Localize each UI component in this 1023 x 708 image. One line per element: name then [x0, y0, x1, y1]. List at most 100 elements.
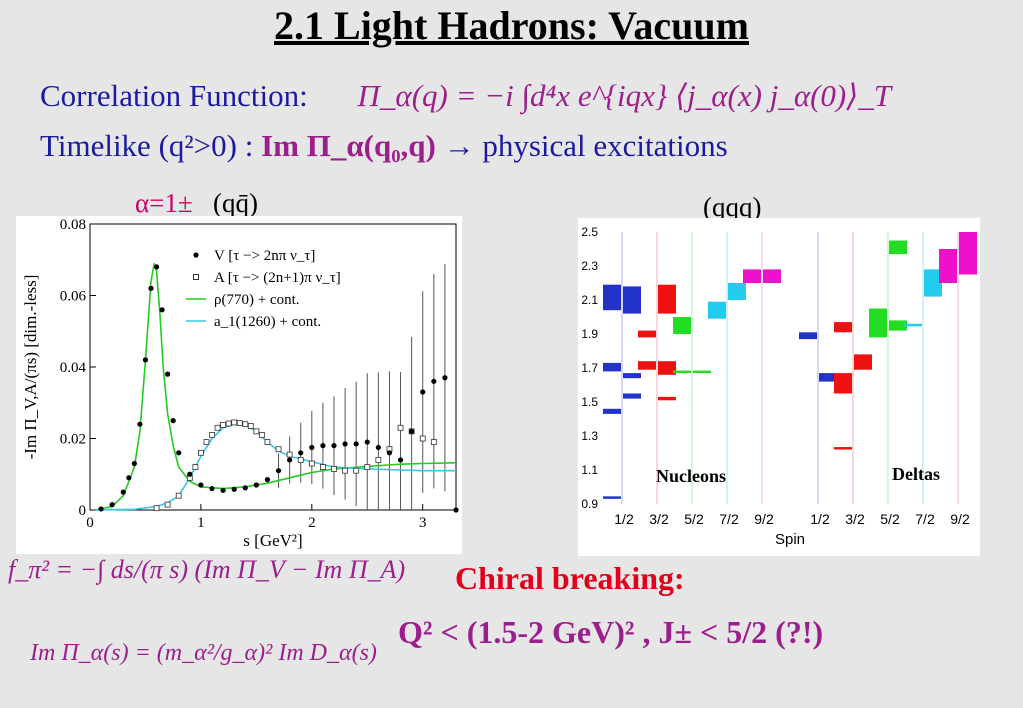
vector-point	[126, 475, 132, 481]
vector-point	[253, 482, 259, 488]
state-box	[939, 249, 957, 270]
y-tick-label: 0.02	[60, 432, 86, 448]
axial-point	[364, 464, 371, 471]
vector-point	[420, 389, 426, 395]
vector-point	[342, 441, 348, 447]
axial-point	[198, 449, 204, 456]
spectral-chart-panel: 0 0.02 0.04 0.06 0.08 0 1 2 3 s [GeV²] -Im Π_V,A/(…	[16, 216, 462, 554]
vector-point	[275, 468, 282, 474]
vector-point	[264, 477, 271, 483]
y-tick-label: 2.5	[581, 225, 598, 239]
y-tick-label: 0.06	[60, 289, 87, 305]
vector-point	[120, 489, 126, 495]
axial-point	[320, 464, 326, 471]
x-tick-label: 5/2	[684, 511, 704, 527]
alpha-value: α=1±	[135, 188, 193, 218]
vector-point	[397, 457, 404, 463]
x-tick-label: 7/2	[915, 511, 935, 527]
baryon-chart: 0.9 1.1 1.3 1.5 1.7 1.9 2.1 2.3 2.5 1/2 3/2 5/2 7/2 9…	[581, 225, 977, 548]
spectral-chart: 0 0.02 0.04 0.06 0.08 0 1 2 3 s [GeV²] -Im Π_V,A/(…	[21, 217, 459, 550]
state-box	[623, 373, 641, 379]
y-tick-label: 2.3	[581, 259, 598, 273]
y-tick-label: 0.08	[60, 217, 86, 233]
x-tick-label: 0	[86, 515, 94, 531]
axial-point	[259, 432, 265, 438]
state-box	[743, 269, 761, 283]
state-box	[889, 240, 907, 255]
vector-point	[109, 502, 115, 508]
vector-point	[431, 378, 437, 384]
state-box	[623, 286, 641, 314]
state-box	[854, 354, 872, 370]
axial-point	[286, 451, 293, 458]
y-tick-label: 1.5	[581, 395, 598, 409]
state-box	[603, 496, 621, 499]
timelike-prefix: Timelike (q²>0) :	[40, 128, 254, 163]
axial-point	[308, 460, 315, 467]
state-box	[708, 301, 726, 319]
state-box	[658, 396, 676, 401]
state-box	[603, 284, 621, 311]
quark-pair-label: (qq̄)	[212, 188, 258, 218]
axial-point	[192, 464, 199, 471]
state-box	[693, 370, 711, 374]
y-tick-label: 1.3	[581, 429, 598, 443]
state-box	[658, 284, 676, 314]
axial-point	[153, 505, 160, 512]
deltas-label: Deltas	[892, 464, 940, 484]
vector-point	[453, 507, 459, 513]
state-box	[623, 393, 641, 399]
state-box	[658, 361, 676, 375]
axial-point	[164, 501, 171, 508]
y-tick-label: 0.9	[581, 497, 598, 511]
state-box	[959, 232, 977, 275]
axial-point	[242, 421, 249, 428]
vector-point	[148, 285, 154, 291]
axial-point	[203, 439, 210, 445]
state-box	[904, 323, 922, 327]
x-tick-label: 2	[308, 515, 316, 531]
axial-point	[297, 457, 304, 463]
arrow: →	[443, 128, 475, 163]
axial-point	[375, 457, 382, 463]
timelike-expression: Im Π_α(q₀,q)	[261, 128, 436, 163]
x-tick-label: 3	[419, 515, 427, 531]
vector-point	[298, 450, 304, 456]
x-axis-label: s [GeV²]	[243, 531, 302, 550]
vector-point	[331, 443, 337, 449]
state-box	[834, 373, 852, 394]
x-tick-label: 9/2	[950, 511, 970, 527]
axial-point	[275, 446, 282, 453]
state-box	[638, 330, 656, 338]
legend-dot-icon	[193, 252, 199, 258]
axial-point	[353, 467, 360, 474]
x-axis-label: Spin	[775, 531, 805, 548]
x-tick-label: 1/2	[810, 511, 830, 527]
alpha-label: α=1± (qq̄)	[135, 188, 258, 219]
vector-point	[170, 418, 176, 424]
vector-point	[176, 450, 182, 456]
axial-point	[430, 439, 437, 445]
state-box	[603, 408, 621, 414]
x-tick-label: 5/2	[880, 511, 900, 527]
vector-point	[353, 441, 359, 447]
state-box	[603, 362, 621, 372]
axial-point	[247, 423, 254, 429]
axial-point	[209, 432, 215, 438]
rho-curve	[95, 263, 457, 511]
y-tick-label: 0	[79, 503, 87, 519]
axial-point	[220, 422, 226, 428]
chiral-heading: Chiral breaking:	[455, 560, 685, 596]
axial-point	[214, 424, 221, 431]
x-tick-label: 7/2	[719, 511, 739, 527]
state-box	[728, 283, 746, 300]
vector-point	[287, 457, 293, 463]
vector-point	[153, 264, 160, 270]
state-box	[763, 269, 781, 283]
state-box	[939, 266, 957, 283]
state-box	[889, 320, 907, 331]
state-box	[819, 373, 837, 382]
vector-point	[231, 486, 237, 492]
state-box	[673, 370, 691, 374]
vector-point	[142, 357, 149, 363]
